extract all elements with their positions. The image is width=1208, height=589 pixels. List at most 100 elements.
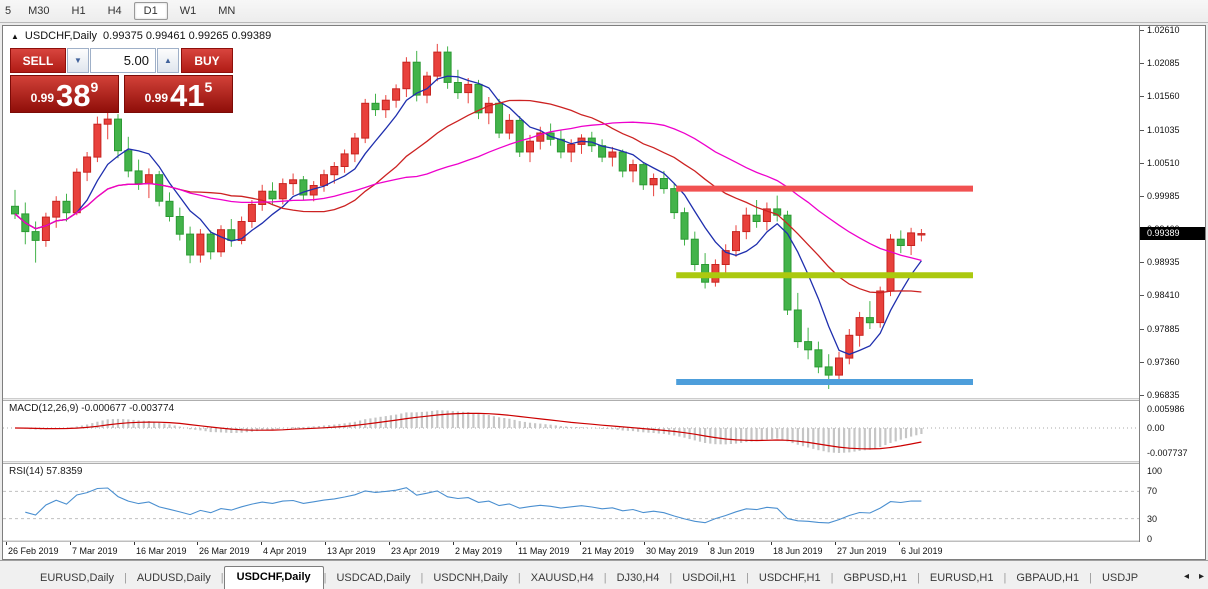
timeframe-button-5[interactable]: 5 [5,5,12,17]
pane-separator [3,540,1205,542]
date-tick [389,542,390,545]
price-tick [1140,295,1144,296]
price-tick [1140,63,1144,64]
chart-title-ohlc: 0.99375 0.99461 0.99265 0.99389 [103,30,272,42]
price-tick [1140,362,1144,363]
chart-tab-eurusd-daily[interactable]: EURUSD,Daily [40,572,114,584]
sell-button[interactable]: SELL [10,48,66,73]
price-axis[interactable]: 1.02610 1.02085 1.01560 1.01035 1.00510 0.999… [1139,25,1205,544]
timeframe-button-w1[interactable]: W1 [179,5,197,17]
date-tick [835,542,836,545]
date-tick [70,542,71,545]
date-tick [453,542,454,545]
one-click-trading-panel: SELL ▼ ▲ BUY 0.99 38 9 0.99 41 5 [10,48,233,113]
price-tick-label: 0.96835 [1147,390,1180,400]
date-tick-label: 27 Jun 2019 [837,546,887,556]
price-tick-label: 0.97360 [1147,357,1180,367]
rsi-tick-label: 30 [1147,514,1158,524]
date-tick-label: 26 Mar 2019 [199,546,250,556]
main-price-chart[interactable] [3,26,1139,398]
price-tick-label: 1.02610 [1147,25,1180,35]
current-price-badge: 0.99389 [1140,227,1205,240]
chart-tab-usdjp[interactable]: USDJP [1101,572,1139,584]
price-tick [1140,196,1144,197]
date-tick-label: 30 May 2019 [646,546,699,556]
chart-tab-usdcad-daily[interactable]: USDCAD,Daily [336,572,411,584]
volume-decrease-button[interactable]: ▼ [67,48,89,73]
chart-tab-xauusd-h4[interactable]: XAUUSD,H4 [530,572,594,584]
date-tick [6,542,7,545]
buy-price-button[interactable]: 0.99 41 5 [124,75,233,113]
chart-title: ▲ USDCHF,Daily 0.99375 0.99461 0.99265 0… [11,30,271,42]
chart-tab-gbpaud-h1[interactable]: GBPAUD,H1 [1016,572,1080,584]
pane-separator[interactable] [3,398,1205,401]
chart-tab-usdchf-daily[interactable]: USDCHF,Daily [223,566,324,589]
collapse-triangle-icon[interactable]: ▲ [11,31,19,41]
rsi-label: RSI(14) 57.8359 [9,466,83,477]
macd-pane[interactable] [3,401,1139,461]
chart-title-symbol: USDCHF,Daily [24,30,98,42]
chart-tab-gbpusd-h1[interactable]: GBPUSD,H1 [843,572,908,584]
price-tick-label: 1.02085 [1147,58,1180,68]
tab-separator: | [123,572,127,584]
tab-separator: | [220,572,224,584]
date-tick-label: 26 Feb 2019 [8,546,59,556]
macd-tick-label: 0.00 [1147,423,1165,433]
sell-price-button[interactable]: 0.99 38 9 [10,75,119,113]
date-tick-label: 18 Jun 2019 [773,546,823,556]
rsi-tick-label: 70 [1147,486,1158,496]
tab-separator: | [917,572,920,584]
date-tick [771,542,772,545]
date-tick [197,542,198,545]
timeframe-button-d1[interactable]: D1 [133,2,168,20]
date-tick [580,542,581,545]
chart-tab-dj30-h4[interactable]: DJ30,H4 [616,572,660,584]
rsi-tick-label: 100 [1147,466,1163,476]
tab-scroll-right-button[interactable]: ▸ [1198,571,1204,582]
date-axis[interactable]: 26 Feb 2019 7 Mar 2019 16 Mar 2019 26 Mar 2… [3,542,1205,559]
timeframe-button-mn[interactable]: MN [218,5,236,17]
chart-tab-eurusd-h1[interactable]: EURUSD,H1 [929,572,994,584]
tab-separator: | [517,572,521,584]
tab-scroll-left-button[interactable]: ◂ [1183,571,1189,582]
timeframe-button-h1[interactable]: H1 [71,5,86,17]
macd-label: MACD(12,26,9) -0.000677 -0.003774 [9,403,175,414]
price-tick-label: 0.98935 [1147,257,1180,267]
price-tick [1140,395,1144,396]
chart-tab-usdchf-h1[interactable]: USDCHF,H1 [758,572,821,584]
date-tick [899,542,900,545]
price-tick-label: 0.97885 [1147,324,1180,334]
date-tick [644,542,645,545]
macd-tick-label: 0.005986 [1147,404,1185,414]
chart-tab-audusd-daily[interactable]: AUDUSD,Daily [136,572,211,584]
date-tick-label: 23 Apr 2019 [391,546,440,556]
tab-separator: | [746,572,749,584]
sell-price-prefix: 0.99 [30,91,55,105]
date-tick-label: 21 May 2019 [582,546,635,556]
tab-separator: | [669,572,673,584]
timeframe-button-h4[interactable]: H4 [107,5,122,17]
date-tick-label: 11 May 2019 [518,546,570,556]
buy-button[interactable]: BUY [181,48,233,73]
price-tick [1140,96,1144,97]
chevron-down-icon: ▼ [74,56,82,65]
price-tick-label: 1.01035 [1147,125,1180,135]
volume-increase-button[interactable]: ▲ [157,48,179,73]
price-tick-label: 1.01560 [1147,91,1180,101]
chevron-up-icon: ▲ [164,56,172,65]
pane-separator[interactable] [3,461,1205,464]
chart-tab-usdcnh-daily[interactable]: USDCNH,Daily [433,572,508,584]
chart-tab-usdoil-h1[interactable]: USDOil,H1 [682,572,737,584]
tab-separator: | [420,572,424,584]
date-tick-label: 16 Mar 2019 [136,546,187,556]
chart-window[interactable]: ▲ USDCHF,Daily 0.99375 0.99461 0.99265 0… [2,25,1206,560]
buy-price-big: 41 [170,77,205,113]
price-tick [1140,130,1144,131]
buy-price-prefix: 0.99 [144,91,169,105]
price-tick [1140,163,1144,164]
timeframe-button-m30[interactable]: M30 [28,5,50,17]
chart-tab-bar: EURUSD,Daily | AUDUSD,Daily | USDCHF,Daily | U… [0,560,1208,589]
rsi-pane[interactable] [3,464,1139,540]
volume-input[interactable] [90,48,156,73]
